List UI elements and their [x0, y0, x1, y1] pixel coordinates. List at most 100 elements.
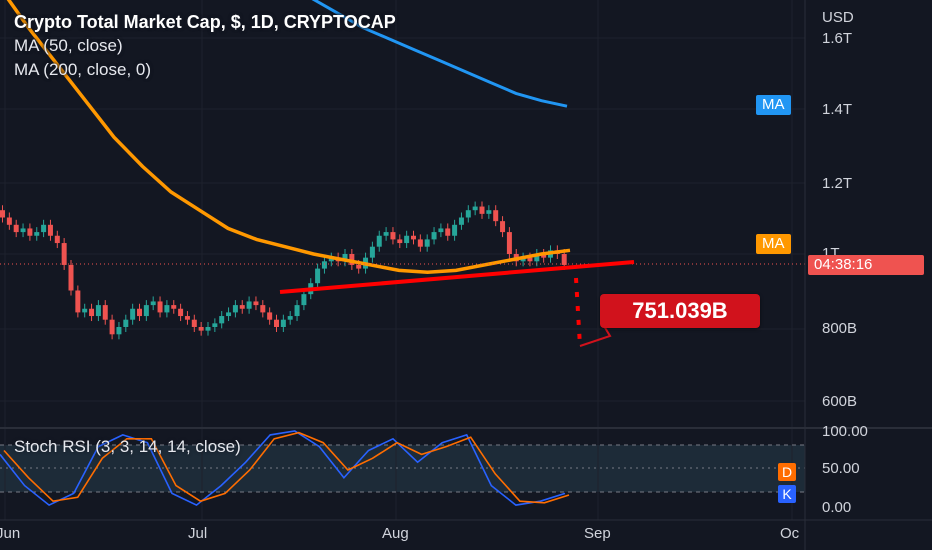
candle-body — [20, 228, 26, 233]
candle-body — [54, 235, 60, 244]
projection-dots[interactable] — [574, 277, 582, 347]
candle-body — [411, 235, 416, 240]
candle-body — [171, 305, 177, 309]
candle-body — [232, 305, 238, 313]
candle-body — [274, 319, 279, 327]
candle-body — [465, 210, 471, 218]
rsi-tick-50: 50.00 — [822, 460, 860, 477]
candle-body — [404, 235, 410, 244]
candle-body — [191, 319, 197, 327]
stoch-rsi-k-line — [0, 430, 566, 507]
candle-body — [417, 239, 423, 247]
candle-body — [253, 301, 259, 306]
candle-body — [520, 257, 526, 262]
candle-body — [184, 316, 190, 320]
time-label-sep: Sep — [584, 525, 611, 542]
price-tick-600b: 600B — [822, 393, 857, 410]
price-pane[interactable] — [0, 0, 805, 428]
candle-body — [479, 206, 485, 214]
candle-body — [239, 305, 245, 309]
price-tick-800b: 800B — [822, 320, 857, 337]
candle-body — [75, 290, 81, 313]
candle-body — [397, 239, 403, 244]
candle-body — [137, 308, 142, 317]
candle-body — [150, 301, 156, 306]
support-trendline[interactable] — [279, 260, 635, 294]
candle-body — [342, 254, 348, 262]
candle-body — [383, 232, 389, 236]
candle-body — [68, 264, 74, 291]
candle-body — [445, 228, 451, 236]
time-label-jun: Jun — [0, 525, 20, 542]
callout-pointer — [579, 325, 612, 347]
candle-body — [226, 312, 232, 317]
candle-body — [390, 232, 396, 240]
candle-body — [123, 319, 129, 327]
candle-body — [34, 232, 40, 236]
candle-body — [349, 254, 355, 265]
candle-body — [205, 327, 211, 331]
time-label-aug: Aug — [382, 525, 409, 542]
candle-body — [321, 261, 327, 269]
candle-body — [157, 301, 163, 313]
candle-body — [287, 316, 293, 320]
candle-body — [89, 308, 95, 317]
candle-body — [424, 239, 430, 247]
candle-body — [13, 224, 19, 233]
candle-body — [527, 257, 533, 262]
candle-body — [219, 316, 225, 324]
candle-body — [212, 323, 218, 327]
rsi-tick-100: 100.00 — [822, 423, 868, 440]
candle-body — [472, 206, 478, 211]
candle-body — [102, 305, 108, 320]
candle-body — [109, 319, 115, 335]
candle-body — [143, 305, 149, 317]
price-tick-1.2t: 1.2T — [822, 175, 852, 192]
ma200-price-tag: MA — [756, 95, 791, 115]
candle-body — [41, 224, 47, 233]
candle-body — [486, 210, 492, 214]
time-label-oct: Oc — [780, 525, 800, 542]
ma50-line — [6, 0, 571, 275]
candle-body — [356, 264, 362, 269]
rsi-k-tag: K — [778, 485, 796, 503]
ma50-price-tag: MA — [756, 234, 791, 254]
price-tick-1.6t: 1.6T — [822, 30, 852, 47]
candle-body — [280, 319, 286, 327]
candle-body — [534, 254, 540, 262]
stoch-rsi-d-line — [3, 431, 570, 504]
stoch-rsi-legend[interactable]: Stoch RSI (3, 3, 14, 14, close) — [14, 437, 241, 456]
rsi-d-tag: D — [778, 463, 796, 481]
rsi-tick-0: 0.00 — [822, 499, 851, 516]
candle-body — [369, 246, 375, 258]
candle-body — [164, 305, 170, 313]
candle-body — [506, 232, 512, 254]
candle-body — [561, 254, 567, 265]
candle-body — [95, 305, 101, 317]
candle-body — [500, 221, 506, 233]
candle-body — [61, 243, 67, 265]
candle-body — [328, 257, 334, 262]
candle-body — [47, 224, 53, 236]
chart-title[interactable]: Crypto Total Market Cap, $, 1D, CRYPTOCA… — [14, 12, 396, 32]
countdown-price-tag: 04:38:16 — [808, 255, 924, 275]
candle-body — [541, 254, 547, 258]
ma200-legend[interactable]: MA (200, close, 0) — [14, 60, 152, 79]
candle-body — [376, 235, 382, 247]
currency-label: USD — [822, 9, 854, 26]
ma200-line — [311, 0, 568, 108]
candle-body — [301, 294, 307, 306]
ma50-legend[interactable]: MA (50, close) — [14, 36, 123, 55]
candle-body — [6, 217, 12, 225]
candle-body — [431, 232, 437, 240]
candle-body — [294, 305, 300, 317]
price-tick-1.4t: 1.4T — [822, 101, 852, 118]
candle-body — [82, 308, 88, 313]
candle-body — [315, 268, 321, 284]
target-callout[interactable]: 751.039B — [600, 294, 760, 328]
chart-legend: Crypto Total Market Cap, $, 1D, CRYPTOCA… — [14, 10, 396, 82]
candle-body — [493, 210, 499, 222]
candle-body — [130, 308, 136, 320]
